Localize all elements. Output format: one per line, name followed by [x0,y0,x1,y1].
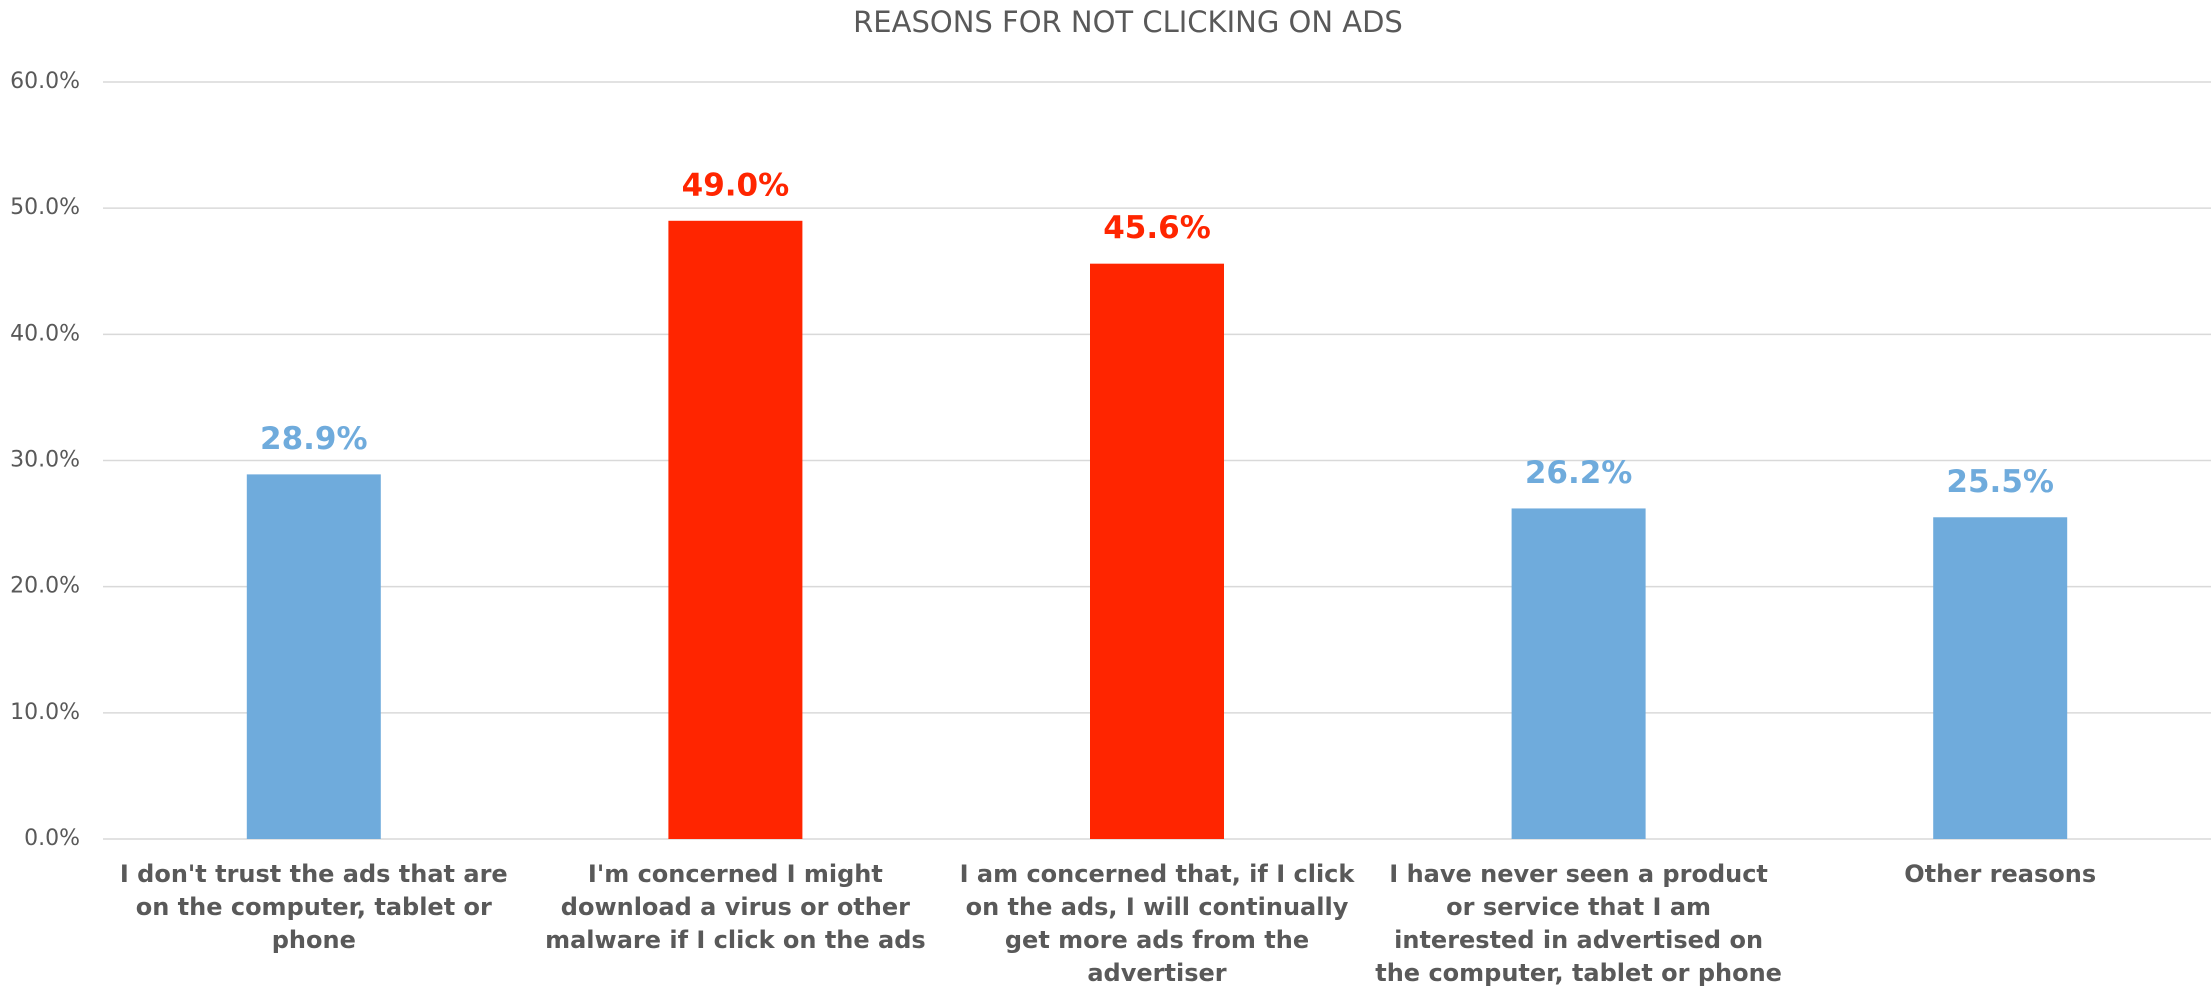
y-tick-label: 30.0% [10,448,80,473]
value-label: 26.2% [1525,455,1633,491]
y-tick-label: 20.0% [10,574,80,599]
value-label: 25.5% [1946,464,2054,500]
y-tick-label: 50.0% [10,195,80,220]
x-tick-label: I have never seen a product or service t… [1375,860,1782,987]
value-label: 28.9% [260,421,368,457]
x-tick-label: I'm concerned I might download a virus o… [545,860,926,954]
bar [1511,508,1646,839]
x-tick-label: I don't trust the ads that are on the co… [119,860,508,954]
chart-title: REASONS FOR NOT CLICKING ON ADS [853,5,1403,39]
y-tick-label: 40.0% [10,321,80,346]
y-tick-label: 60.0% [10,69,80,94]
bar [668,220,803,840]
bar [246,474,381,839]
y-tick-label: 0.0% [24,826,80,851]
value-label: 49.0% [682,167,790,203]
bar [1090,263,1224,839]
x-tick-label: I am concerned that, if I click on the a… [959,860,1355,987]
y-tick-label: 10.0% [10,700,80,725]
value-label: 45.6% [1103,210,1211,246]
bar [1933,517,2068,839]
x-tick-label: Other reasons [1904,860,2097,888]
